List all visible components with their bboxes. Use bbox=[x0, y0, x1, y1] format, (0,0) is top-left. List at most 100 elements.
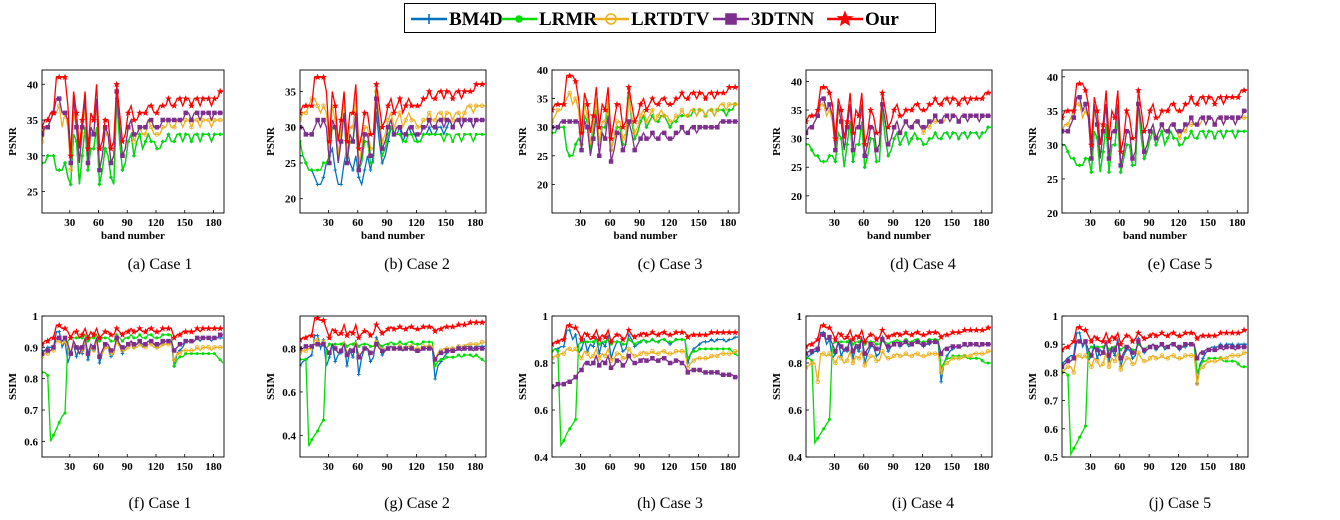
point-3dtnn bbox=[350, 139, 356, 144]
point-our bbox=[308, 331, 316, 339]
point-our bbox=[1099, 337, 1107, 345]
point-3dtnn bbox=[555, 381, 561, 387]
point-3dtnn bbox=[909, 124, 914, 130]
point-lrtdtv bbox=[614, 351, 620, 356]
point-lrmr bbox=[189, 139, 193, 144]
point-our bbox=[42, 123, 46, 131]
point-3dtnn bbox=[591, 360, 596, 366]
point-lrtdtv bbox=[183, 348, 188, 353]
series-lrtdtv bbox=[1062, 350, 1247, 386]
point-lrmr bbox=[404, 342, 408, 346]
point-3dtnn bbox=[212, 110, 217, 116]
point-lrmr bbox=[974, 356, 978, 360]
series-line-lrmr bbox=[806, 109, 991, 168]
point-our bbox=[300, 109, 304, 116]
point-3dtnn bbox=[806, 351, 809, 356]
point-lrmr bbox=[357, 344, 361, 348]
point-3dtnn bbox=[356, 167, 361, 173]
point-lrmr bbox=[986, 125, 990, 129]
point-3dtnn bbox=[171, 117, 177, 123]
point-our bbox=[325, 137, 333, 145]
point-our bbox=[1199, 93, 1207, 101]
point-lrmr bbox=[568, 427, 572, 431]
point-3dtnn bbox=[1206, 115, 1212, 120]
x-tick-label: 60 bbox=[858, 217, 870, 229]
point-our bbox=[147, 324, 155, 332]
point-lrmr bbox=[910, 137, 914, 141]
point-3dtnn bbox=[579, 367, 584, 373]
point-lrmr bbox=[212, 132, 216, 136]
point-our bbox=[1234, 329, 1242, 336]
point-our bbox=[696, 331, 704, 338]
point-3dtnn bbox=[1224, 344, 1229, 350]
point-our bbox=[153, 109, 161, 116]
point-lrmr bbox=[316, 429, 320, 433]
point-lrtdtv bbox=[650, 107, 655, 113]
point-3dtnn bbox=[102, 341, 108, 347]
point-our bbox=[725, 83, 733, 91]
point-lrtdtv bbox=[985, 349, 991, 354]
point-our bbox=[443, 87, 451, 95]
point-our bbox=[1228, 93, 1236, 101]
y-tick-label: 20 bbox=[1047, 208, 1059, 220]
point-lrtdtv bbox=[315, 337, 320, 343]
point-3dtnn bbox=[596, 153, 602, 159]
series-lrtdtv bbox=[806, 348, 991, 385]
point-lrtdtv bbox=[321, 103, 326, 108]
point-lrmr bbox=[921, 142, 926, 146]
point-lrmr bbox=[627, 337, 631, 342]
point-our bbox=[961, 326, 969, 334]
series-lrmr bbox=[42, 97, 223, 186]
point-lrmr bbox=[410, 132, 414, 136]
legend-label-bm4d: BM4D bbox=[449, 9, 503, 30]
point-lrtdtv bbox=[573, 346, 578, 352]
point-3dtnn bbox=[903, 119, 909, 124]
point-our bbox=[666, 100, 674, 108]
point-our bbox=[955, 100, 963, 108]
point-bm4d bbox=[327, 355, 332, 360]
point-our bbox=[90, 331, 98, 338]
point-our bbox=[690, 331, 698, 338]
point-3dtnn bbox=[874, 346, 879, 352]
y-tick-label: 0.9 bbox=[1044, 339, 1058, 351]
point-our bbox=[984, 324, 992, 331]
point-lrmr bbox=[218, 358, 222, 362]
point-lrtdtv bbox=[42, 139, 45, 144]
y-tick-label: 0.7 bbox=[1044, 396, 1058, 408]
x-tick-label: 30 bbox=[1085, 217, 1097, 229]
point-our bbox=[890, 106, 898, 113]
point-lrtdtv bbox=[732, 102, 738, 107]
point-3dtnn bbox=[338, 139, 344, 144]
point-lrtdtv bbox=[131, 139, 137, 144]
point-3dtnn bbox=[1147, 344, 1153, 350]
point-lrmr bbox=[138, 132, 142, 136]
y-tick-label: 30 bbox=[27, 151, 39, 163]
point-our bbox=[331, 102, 339, 109]
point-3dtnn bbox=[403, 132, 408, 137]
y-tick-label: 35 bbox=[791, 105, 803, 117]
point-3dtnn bbox=[968, 341, 973, 347]
point-lrmr bbox=[415, 342, 420, 346]
point-our bbox=[925, 100, 933, 108]
point-3dtnn bbox=[444, 117, 450, 123]
point-lrmr bbox=[46, 374, 50, 378]
point-lrtdtv bbox=[438, 110, 444, 116]
point-our bbox=[136, 109, 144, 116]
point-lrmr bbox=[439, 357, 443, 361]
point-our bbox=[113, 324, 121, 332]
point-lrtdtv bbox=[415, 124, 420, 130]
point-3dtnn bbox=[85, 160, 91, 166]
y-tick-label: 25 bbox=[1047, 174, 1059, 186]
point-3dtnn bbox=[815, 113, 820, 119]
series-our bbox=[1062, 80, 1248, 155]
point-3dtnn bbox=[821, 96, 826, 101]
x-tick-label: 150 bbox=[690, 217, 707, 229]
y-tick-label: 0.4 bbox=[282, 430, 296, 442]
point-our bbox=[425, 87, 433, 95]
point-3dtnn bbox=[715, 370, 720, 375]
legend-swatch-our bbox=[827, 10, 863, 27]
point-3dtnn bbox=[602, 360, 608, 366]
legend-item-lrmr: LRMR bbox=[499, 4, 597, 34]
point-our bbox=[820, 83, 827, 91]
point-3dtnn bbox=[120, 153, 125, 159]
